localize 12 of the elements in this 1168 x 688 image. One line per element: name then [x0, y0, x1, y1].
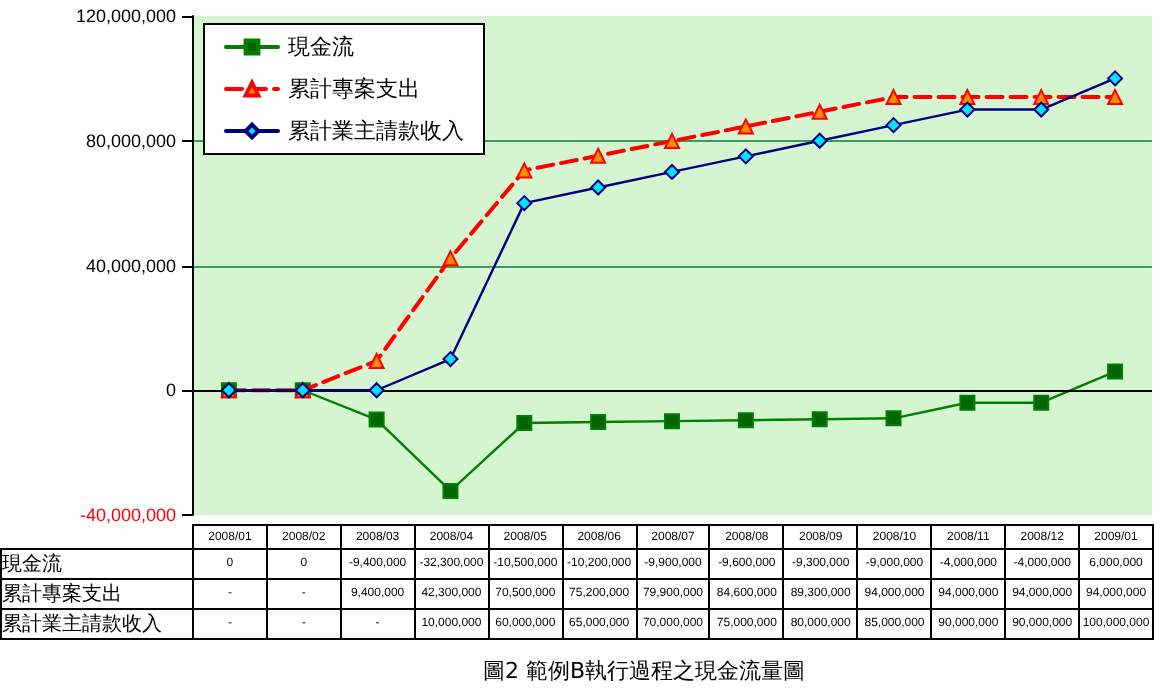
y-tick-label: -40,000,000	[79, 505, 176, 525]
text: 圖2 範例B執行過程之現金流量圖	[480, 656, 808, 686]
legend-label: 累計業主請款收入	[288, 118, 464, 144]
text: 累計專案支出	[2, 584, 122, 606]
legend-label: 累計專案支出	[288, 76, 420, 102]
y-tick-label: 40,000,000	[85, 255, 176, 276]
y-tick-label: 0	[165, 380, 176, 401]
text: 累計業主請款收入	[2, 614, 162, 636]
legend-label: 現金流	[288, 34, 354, 60]
y-tick-label: 80,000,000	[85, 130, 176, 151]
y-tick-label: 120,000,000	[75, 6, 176, 26]
text: 現金流	[2, 554, 62, 576]
